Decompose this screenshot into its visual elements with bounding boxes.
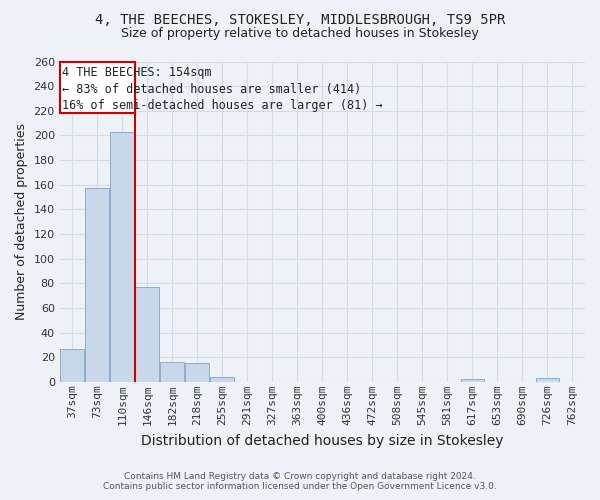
Bar [110,132,134,382]
Text: ← 83% of detached houses are smaller (414): ← 83% of detached houses are smaller (41… [62,82,361,96]
Bar [211,377,234,382]
Text: 4, THE BEECHES, STOKESLEY, MIDDLESBROUGH, TS9 5PR: 4, THE BEECHES, STOKESLEY, MIDDLESBROUGH… [95,12,505,26]
Text: 16% of semi-detached houses are larger (81) →: 16% of semi-detached houses are larger (… [62,99,382,112]
Bar [59,62,135,114]
Bar [136,287,159,382]
Bar [85,188,109,382]
Bar [536,378,559,382]
Bar [160,362,184,382]
Bar [185,364,209,382]
Bar [60,348,84,382]
Text: 4 THE BEECHES: 154sqm: 4 THE BEECHES: 154sqm [62,66,211,80]
Text: Size of property relative to detached houses in Stokesley: Size of property relative to detached ho… [121,28,479,40]
Text: Contains HM Land Registry data © Crown copyright and database right 2024.
Contai: Contains HM Land Registry data © Crown c… [103,472,497,491]
X-axis label: Distribution of detached houses by size in Stokesley: Distribution of detached houses by size … [141,434,503,448]
Bar [461,380,484,382]
Y-axis label: Number of detached properties: Number of detached properties [15,123,28,320]
